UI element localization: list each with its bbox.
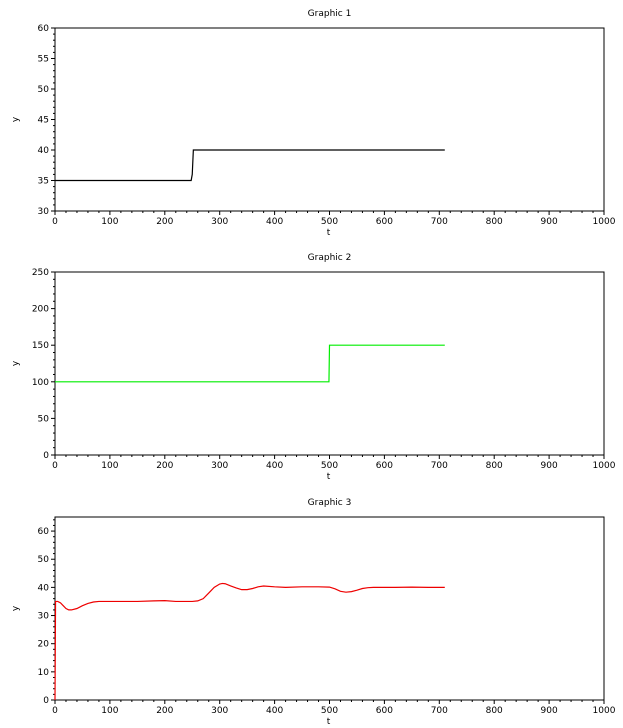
x-axis-label: t	[327, 717, 331, 727]
x-tick-label: 200	[156, 217, 173, 227]
y-tick-label: 40	[38, 146, 50, 156]
y-tick-label: 0	[43, 696, 49, 706]
series-line	[55, 149, 445, 182]
y-axis-label: y	[11, 605, 21, 611]
x-tick-label: 100	[101, 217, 118, 227]
y-tick-label: 30	[38, 207, 50, 217]
y-tick-label: 50	[38, 85, 50, 95]
x-tick-label: 1000	[593, 217, 616, 227]
series-line	[55, 344, 445, 383]
x-tick-label: 600	[376, 217, 393, 227]
chart-title: Graphic 1	[308, 9, 352, 19]
x-tick-label: 800	[486, 217, 503, 227]
y-tick-label: 50	[38, 414, 50, 424]
y-tick-label: 60	[38, 527, 50, 537]
x-tick-label: 1000	[593, 461, 616, 471]
x-tick-label: 100	[101, 461, 118, 471]
series-line	[54, 582, 445, 701]
y-axis-label: y	[11, 116, 21, 122]
y-tick-label: 100	[32, 378, 49, 388]
chart-title: Graphic 3	[308, 498, 352, 508]
x-tick-label: 0	[52, 217, 58, 227]
chart-3: Graphic 30 100 200 300 400 500 600 700 800 900 100…	[11, 498, 616, 727]
chart-title: Graphic 2	[308, 253, 352, 263]
y-tick-label: 35	[38, 177, 49, 187]
x-tick-label: 0	[52, 461, 58, 471]
x-tick-label: 700	[431, 461, 448, 471]
x-tick-label: 500	[321, 706, 338, 716]
x-tick-label: 200	[156, 461, 173, 471]
x-tick-label: 800	[486, 706, 503, 716]
x-tick-label: 100	[101, 706, 118, 716]
y-tick-label: 30	[38, 612, 50, 622]
y-tick-label: 200	[32, 305, 49, 315]
x-tick-label: 400	[266, 217, 283, 227]
x-tick-label: 700	[431, 706, 448, 716]
y-tick-label: 250	[32, 268, 49, 278]
x-axis-label: t	[327, 472, 331, 482]
x-tick-label: 400	[266, 706, 283, 716]
x-tick-label: 600	[376, 706, 393, 716]
chart-2: Graphic 20 100 200 300 400 500 600 700 800 900 100…	[11, 253, 616, 482]
x-tick-label: 900	[541, 461, 558, 471]
x-tick-label: 1000	[593, 706, 616, 716]
x-tick-label: 300	[211, 706, 228, 716]
chart-1: Graphic 1 0 100 200 300 400 500 600 700 800 900 100…	[11, 9, 616, 238]
y-tick-label: 55	[38, 55, 49, 65]
plot-frame	[54, 27, 605, 212]
x-tick-label: 400	[266, 461, 283, 471]
x-tick-label: 700	[431, 217, 448, 227]
y-tick-label: 10	[38, 668, 50, 678]
y-tick-label: 150	[32, 341, 49, 351]
y-tick-label: 45	[38, 116, 49, 126]
x-tick-label: 300	[211, 461, 228, 471]
x-tick-label: 500	[321, 217, 338, 227]
y-tick-label: 40	[38, 583, 50, 593]
x-axis-label: t	[327, 228, 331, 238]
y-axis-label: y	[11, 360, 21, 366]
x-tick-label: 900	[541, 706, 558, 716]
y-tick-label: 0	[43, 451, 49, 461]
y-tick-label: 50	[38, 555, 50, 565]
x-tick-label: 200	[156, 706, 173, 716]
x-tick-label: 0	[52, 706, 58, 716]
x-tick-label: 300	[211, 217, 228, 227]
x-tick-label: 600	[376, 461, 393, 471]
x-tick-label: 900	[541, 217, 558, 227]
y-tick-label: 20	[38, 640, 50, 650]
x-tick-label: 800	[486, 461, 503, 471]
y-tick-label: 60	[38, 24, 50, 34]
plot-frame	[54, 516, 605, 701]
x-tick-label: 500	[321, 461, 338, 471]
